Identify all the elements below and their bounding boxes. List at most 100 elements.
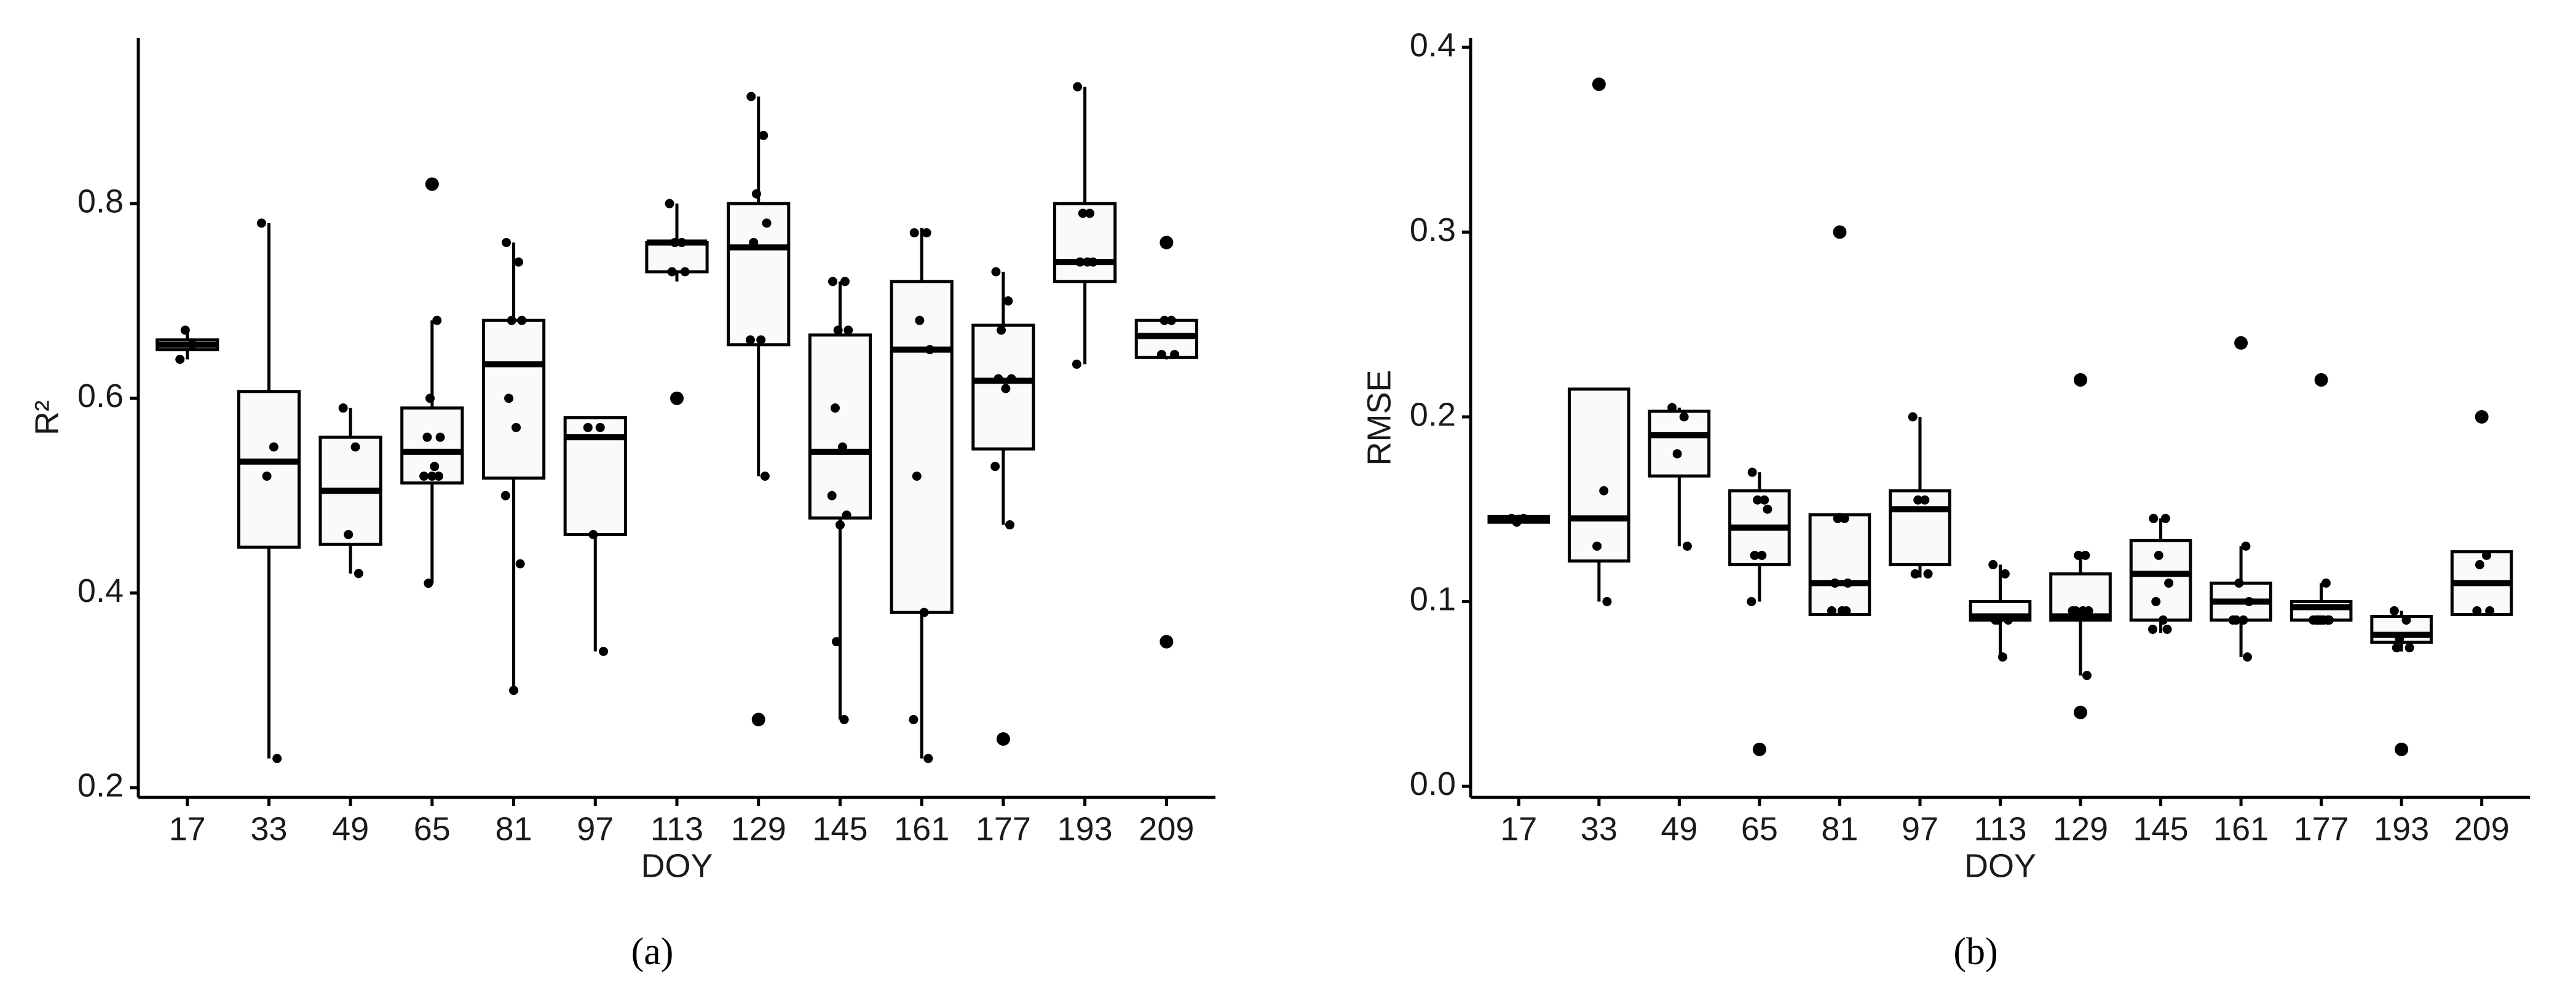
box	[727, 202, 791, 347]
data-point	[188, 340, 197, 350]
data-point	[2080, 550, 2090, 560]
y-tick-label: 0.3	[1410, 211, 1456, 248]
x-tick-label: 65	[414, 810, 451, 847]
data-point	[762, 218, 772, 228]
outlier-point	[2314, 373, 2328, 387]
data-point	[2389, 606, 2399, 616]
outlier-point	[1160, 634, 1174, 649]
data-point	[1753, 495, 1763, 505]
box	[890, 280, 954, 614]
data-point	[2068, 606, 2077, 616]
x-tick-label: 193	[2374, 810, 2429, 847]
data-point	[583, 422, 593, 432]
y-axis-title: RMSE	[1361, 370, 1397, 465]
x-tick-label: 17	[1500, 810, 1537, 847]
x-tick-label: 49	[332, 810, 369, 847]
data-point	[1005, 520, 1015, 530]
data-point	[2160, 513, 2170, 523]
outlier-point	[1752, 742, 1766, 756]
x-axis-title: DOY	[641, 847, 713, 884]
data-point	[425, 393, 435, 403]
data-point	[1519, 513, 1528, 523]
y-tick-label: 0.6	[77, 377, 124, 414]
x-tick-label: 129	[731, 810, 786, 847]
data-point	[1003, 296, 1013, 306]
outlier-point	[670, 391, 684, 405]
data-point	[1075, 257, 1085, 267]
data-point	[1078, 208, 1088, 218]
data-point	[2154, 550, 2163, 560]
data-point	[922, 228, 931, 238]
box	[808, 333, 872, 520]
data-point	[2243, 652, 2253, 662]
data-point	[923, 754, 933, 764]
outlier-point	[425, 177, 439, 191]
data-point	[1910, 569, 1920, 579]
x-tick-label: 33	[250, 810, 287, 847]
data-point	[1747, 467, 1757, 477]
data-point	[2401, 615, 2411, 625]
x-tick-label: 113	[1973, 810, 2026, 847]
data-point	[1750, 550, 1760, 560]
data-point	[1997, 652, 2007, 662]
data-point	[2313, 615, 2323, 625]
data-point	[919, 607, 929, 617]
outlier-point	[2074, 705, 2088, 719]
y-tick-label: 0.0	[1410, 765, 1456, 802]
data-point	[1841, 606, 1851, 616]
data-point	[2234, 578, 2244, 588]
data-point	[512, 422, 521, 432]
data-point	[1156, 350, 1166, 360]
data-point	[990, 462, 1000, 472]
data-point	[837, 442, 847, 452]
data-point	[1160, 315, 1169, 325]
data-point	[430, 462, 440, 472]
data-point	[2392, 643, 2401, 653]
x-tick-label: 97	[1902, 810, 1938, 847]
data-point	[842, 510, 851, 520]
y-tick-label: 0.8	[77, 183, 124, 219]
data-point	[500, 491, 510, 500]
data-point	[665, 199, 674, 208]
data-point	[751, 189, 761, 199]
x-tick-label: 129	[2053, 810, 2108, 847]
data-point	[677, 238, 687, 247]
data-point	[599, 647, 609, 656]
data-point	[670, 238, 680, 247]
data-point	[1072, 359, 1081, 369]
data-point	[1001, 384, 1011, 393]
data-point	[833, 325, 843, 335]
data-point	[2162, 625, 2172, 634]
data-point	[828, 277, 838, 287]
data-point	[433, 472, 443, 481]
data-point	[1599, 486, 1609, 496]
outlier-point	[1833, 225, 1847, 239]
box	[1648, 409, 1711, 478]
data-point	[2238, 615, 2248, 625]
x-tick-label: 209	[2454, 810, 2510, 847]
data-point	[1839, 513, 1849, 523]
data-point	[595, 422, 605, 432]
data-point	[419, 472, 429, 481]
data-point	[2395, 634, 2404, 644]
outlier-point	[2234, 336, 2248, 350]
data-point	[180, 325, 190, 335]
data-point	[839, 714, 849, 724]
data-point	[909, 714, 919, 724]
data-point	[994, 374, 1003, 384]
data-point	[1923, 569, 1933, 579]
y-axis-title: R²	[28, 400, 65, 435]
data-point	[1667, 403, 1677, 413]
data-point	[2164, 578, 2174, 588]
data-point	[354, 569, 363, 579]
data-point	[1920, 495, 1930, 505]
x-tick-label: 209	[1139, 810, 1194, 847]
data-point	[1763, 504, 1772, 514]
data-point	[667, 267, 677, 277]
x-tick-label: 49	[1661, 810, 1697, 847]
data-point	[925, 345, 934, 355]
data-point	[2000, 569, 2010, 579]
data-point	[424, 579, 433, 588]
data-point	[509, 686, 519, 695]
data-point	[1170, 350, 1180, 360]
